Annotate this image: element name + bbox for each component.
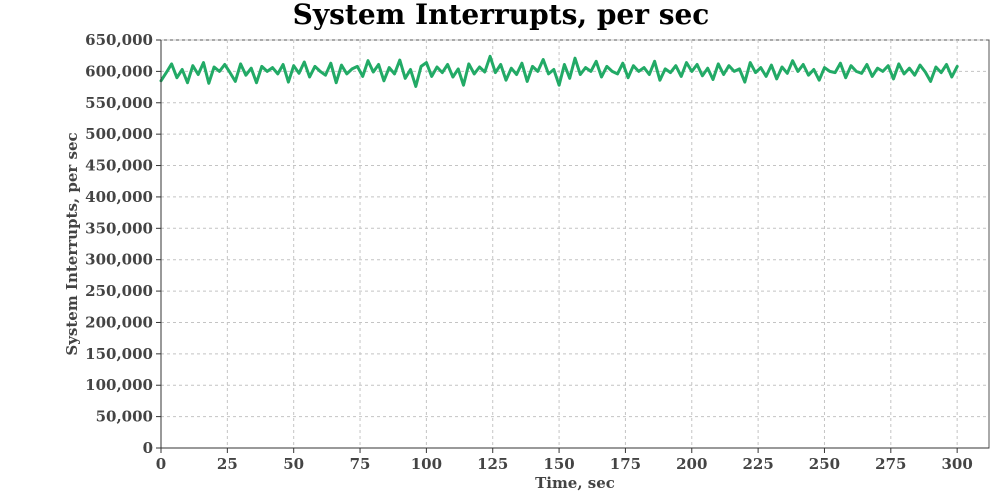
y-tick-label: 50,000 — [96, 408, 153, 426]
series-line-0 — [159, 54, 959, 88]
y-tick-label: 400,000 — [85, 188, 153, 206]
series-layer — [159, 54, 959, 88]
x-tick-label: 225 — [742, 455, 773, 473]
y-tick-label: 250,000 — [85, 282, 153, 300]
y-tick-label: 200,000 — [85, 313, 153, 331]
x-axis-label: Time, sec — [535, 474, 615, 492]
y-tick-label: 650,000 — [85, 31, 153, 49]
y-tick-label: 150,000 — [85, 345, 153, 363]
y-tick-label: 0 — [143, 439, 153, 457]
chart-title: System Interrupts, per sec — [293, 0, 710, 31]
y-tick-label: 350,000 — [85, 219, 153, 237]
x-tick-label: 200 — [676, 455, 707, 473]
y-axis-ticks: 0 50,000 100,000 150,000 200,000 250,000 300,0… — [85, 31, 161, 457]
y-tick-label: 300,000 — [85, 251, 153, 269]
x-tick-label: 50 — [283, 455, 304, 473]
x-tick-label: 150 — [543, 455, 574, 473]
x-tick-label: 250 — [809, 455, 840, 473]
y-tick-label: 450,000 — [85, 157, 153, 175]
x-tick-label: 275 — [875, 455, 906, 473]
plot-area — [160, 39, 990, 449]
x-tick-label: 75 — [350, 455, 371, 473]
x-tick-label: 125 — [477, 455, 508, 473]
y-tick-label: 600,000 — [85, 62, 153, 80]
y-tick-label: 500,000 — [85, 125, 153, 143]
x-tick-label: 100 — [411, 455, 442, 473]
x-tick-label: 175 — [610, 455, 641, 473]
x-axis-ticks: 0 25 50 75 100 125 150 175 200 225 250 275 300 — [156, 448, 973, 473]
x-tick-label: 0 — [156, 455, 166, 473]
x-tick-label: 25 — [217, 455, 238, 473]
y-tick-label: 550,000 — [85, 94, 153, 112]
y-axis-label: System Interrupts, per sec — [63, 132, 81, 355]
gridlines — [161, 39, 989, 448]
y-tick-label: 100,000 — [85, 376, 153, 394]
x-tick-label: 300 — [941, 455, 972, 473]
